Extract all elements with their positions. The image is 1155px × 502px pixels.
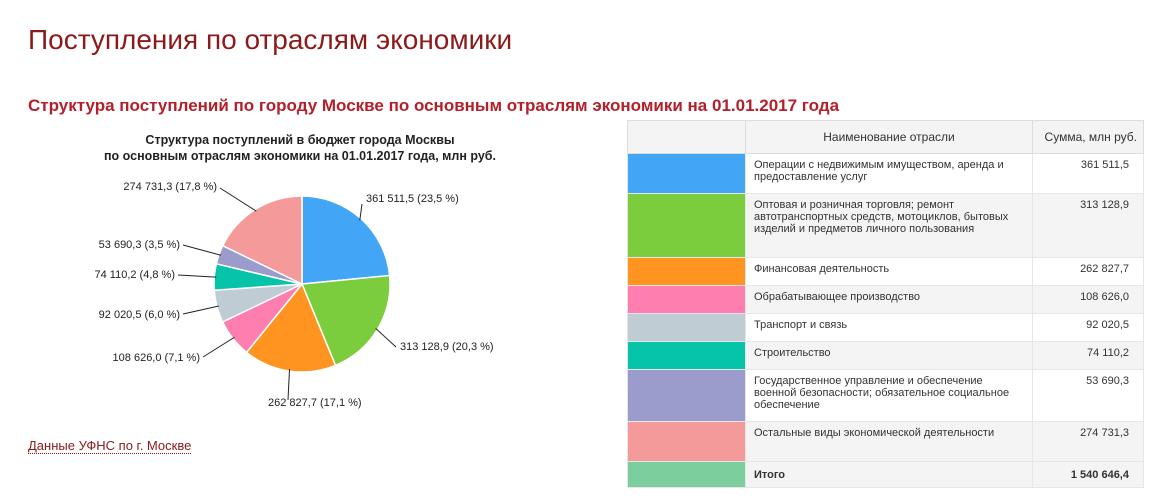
table-total-color-swatch <box>627 461 746 488</box>
page-title: Поступления по отраслям экономики <box>28 24 513 55</box>
table-row-sum: 92 020,5 <box>1032 313 1144 342</box>
table-row-name: Операции с недвижимым имуществом, аренда… <box>745 153 1033 194</box>
table-row-name: Оптовая и розничная торговля; ремонт авт… <box>745 193 1033 258</box>
chart-title-line1: Структура поступлений в бюджет города Мо… <box>145 133 455 147</box>
section-title: Структура поступлений по городу Москве п… <box>28 96 840 115</box>
table-body: Операции с недвижимым имуществом, аренда… <box>627 153 1144 488</box>
pie-leader-line <box>375 327 397 348</box>
table-row: Финансовая деятельность 262 827,7 <box>627 257 1144 286</box>
table-row-sum: 361 511,5 <box>1032 153 1144 194</box>
table-header-sum: Сумма, млн руб. <box>1032 120 1144 154</box>
table-row: Оптовая и розничная торговля; ремонт авт… <box>627 193 1144 258</box>
pie-leader-line <box>219 187 257 212</box>
pie-data-label: 74 110,2 (4,8 %) <box>94 269 175 281</box>
table-row-sum: 274 731,3 <box>1032 421 1144 462</box>
industry-table: Наименование отрасли Сумма, млн руб. Опе… <box>627 120 1144 488</box>
pie-data-label: 108 626,0 (7,1 %) <box>113 352 200 364</box>
table-total-row: Итого 1 540 646,4 <box>627 461 1144 488</box>
table-row-sum: 53 690,3 <box>1032 369 1144 422</box>
table-header-color <box>627 120 746 154</box>
pie-svg: 361 511,5 (23,5 %) 313 128,9 (20,3 %) 262 … <box>94 181 494 409</box>
pie-leader-line <box>287 369 291 401</box>
pie-data-label: 361 511,5 (23,5 %) <box>366 193 459 205</box>
table-row: Государственное управление и обеспечение… <box>627 369 1144 422</box>
table-row: Остальные виды экономической деятельност… <box>627 421 1144 462</box>
source-link[interactable]: Данные УФНС по г. Москве <box>28 438 192 454</box>
pie-leader-line <box>182 244 222 256</box>
table-row-sum: 108 626,0 <box>1032 285 1144 314</box>
table-row-name: Остальные виды экономической деятельност… <box>745 421 1033 462</box>
table-row-sum: 262 827,7 <box>1032 257 1144 286</box>
table-row-color-swatch <box>627 257 746 286</box>
pie-data-label: 274 731,3 (17,8 %) <box>123 181 217 193</box>
pie-chart: Структура поступлений в бюджет города Мо… <box>0 128 600 448</box>
table-row-sum: 74 110,2 <box>1032 341 1144 370</box>
table-row-name: Финансовая деятельность <box>745 257 1033 286</box>
table-total-sum: 1 540 646,4 <box>1032 461 1144 488</box>
chart-title-line2: по основным отраслям экономики на 01.01.… <box>103 149 496 163</box>
pie-data-label: 313 128,9 (20,3 %) <box>400 341 494 353</box>
table-row-color-swatch <box>627 193 746 258</box>
table-row: Операции с недвижимым имуществом, аренда… <box>627 153 1144 194</box>
table-row-name: Транспорт и связь <box>745 313 1033 342</box>
table-row-sum: 313 128,9 <box>1032 193 1144 258</box>
table-row-color-swatch <box>627 421 746 462</box>
pie-data-label: 262 827,7 (17,1 %) <box>268 397 362 409</box>
pie-data-label: 53 690,3 (3,5 %) <box>99 239 180 251</box>
table-row: Обрабатывающее производство 108 626,0 <box>627 285 1144 314</box>
pie-leader-line <box>359 203 363 221</box>
table-row-name: Обрабатывающее производство <box>745 285 1033 314</box>
table-row-name: Строительство <box>745 341 1033 370</box>
table-row-color-swatch <box>627 313 746 342</box>
table-row-color-swatch <box>627 153 746 194</box>
table-row-color-swatch <box>627 369 746 422</box>
pie-leader-line <box>182 305 219 315</box>
table-row: Строительство 74 110,2 <box>627 341 1144 370</box>
pie-slice <box>221 195 303 286</box>
pie-leader-line <box>177 274 217 278</box>
chart-title: Структура поступлений в бюджет города Мо… <box>60 132 540 164</box>
table-row: Транспорт и связь 92 020,5 <box>627 313 1144 342</box>
table-total-label: Итого <box>745 461 1033 488</box>
pie-leader-line <box>202 336 235 358</box>
pie-slice <box>301 195 391 285</box>
cut-off-text <box>28 492 1118 502</box>
table-row-name: Государственное управление и обеспечение… <box>745 369 1033 422</box>
table-row-color-swatch <box>627 285 746 314</box>
table-header-row: Наименование отрасли Сумма, млн руб. <box>627 120 1144 154</box>
table-header-name: Наименование отрасли <box>745 120 1033 154</box>
table-row-color-swatch <box>627 341 746 370</box>
pie-data-label: 92 020,5 (6,0 %) <box>99 309 180 321</box>
